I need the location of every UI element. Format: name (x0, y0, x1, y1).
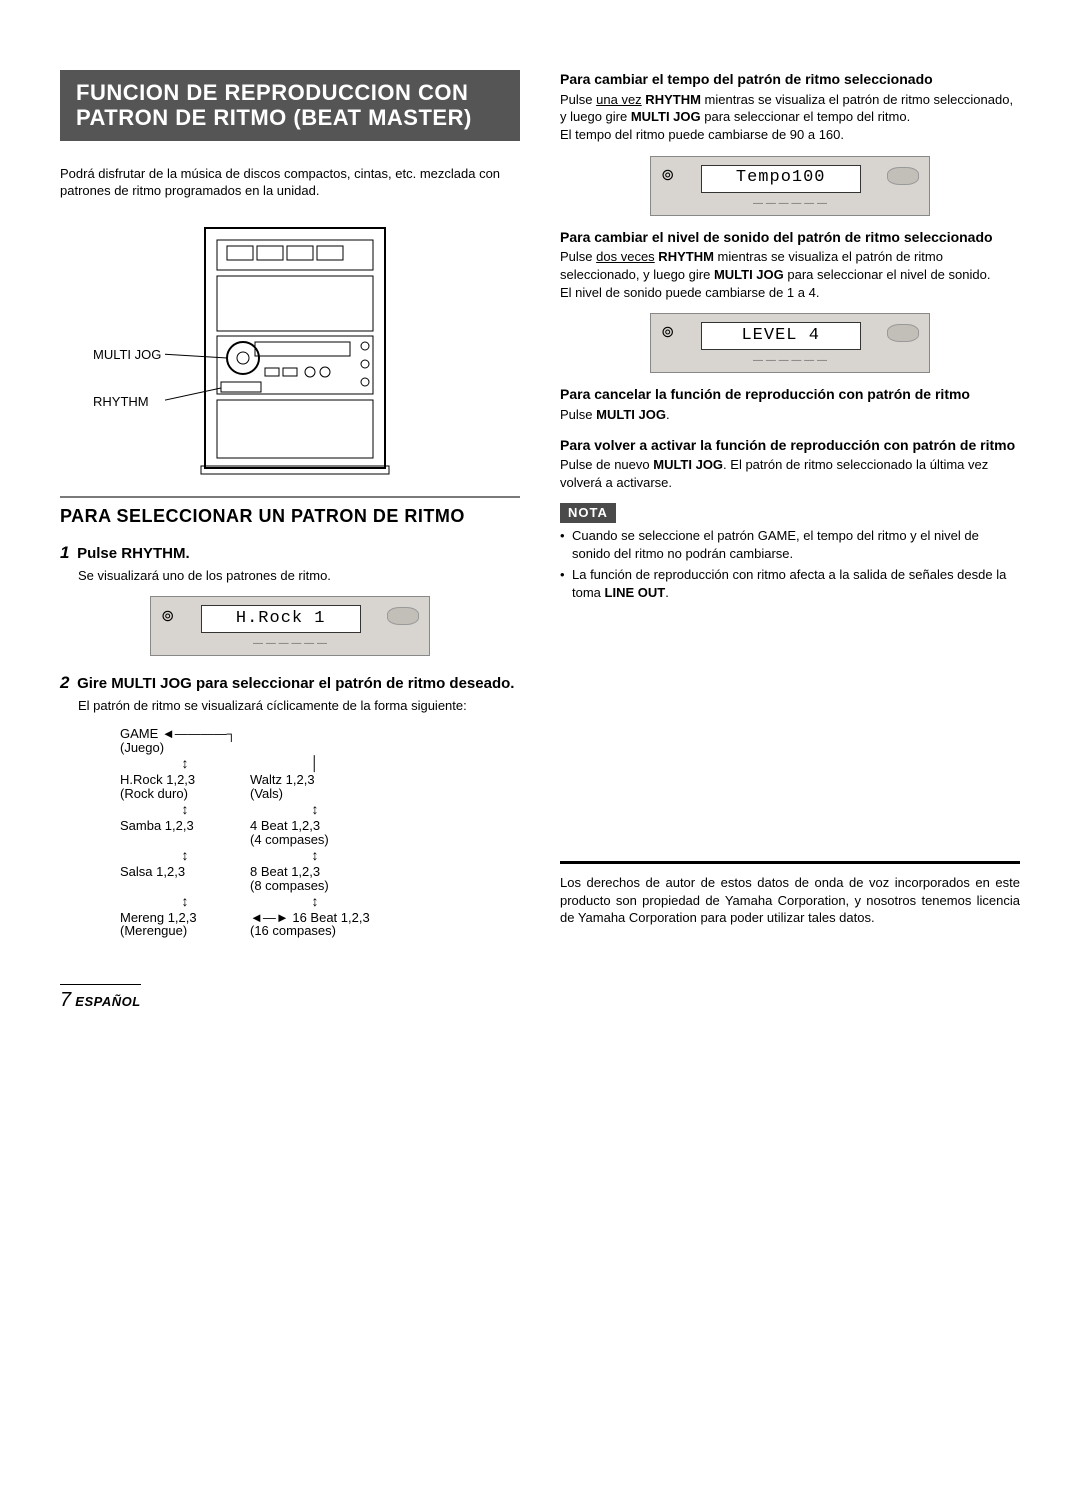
page-columns: FUNCION DE REPRODUCCION CON PATRON DE RI… (60, 70, 1020, 956)
banner-line1: FUNCION DE REPRODUCCION CON (76, 80, 504, 105)
page-number: 7 (60, 989, 71, 1011)
lcd-dashes: — — — — — — (651, 352, 929, 372)
right-column: Para cambiar el tempo del patrón de ritm… (560, 70, 1020, 956)
reactivate-p: Pulse de nuevo MULTI JOG. El patrón de r… (560, 456, 1020, 491)
cycle-diagram: GAME ◄――――┐ (Juego) ↕│ H.Rock 1,2,3 (Roc… (120, 725, 520, 940)
stereo-icon (165, 218, 415, 478)
cancel-title: Para cancelar la función de reproducción… (560, 385, 1020, 404)
lcd-knob-icon (887, 167, 919, 185)
cycle-8beat: 8 Beat 1,2,3 (8 compases) (250, 863, 380, 894)
nota-label: NOTA (560, 503, 616, 523)
cycle-waltz: Waltz 1,2,3 (Vals) (250, 771, 380, 802)
cycle-mereng: Mereng 1,2,3 (Merengue) (120, 909, 250, 940)
cd-icon: ⊚ (161, 606, 174, 628)
step1-num: 1 (60, 543, 69, 562)
level-block: Para cambiar el nivel de sonido del patr… (560, 228, 1020, 374)
step2-header: 2 Gire MULTI JOG para seleccionar el pat… (60, 672, 520, 695)
step-2: 2 Gire MULTI JOG para seleccionar el pat… (60, 672, 520, 940)
cycle-hrock: H.Rock 1,2,3 (Rock duro) (120, 771, 250, 802)
cd-icon: ⊚ (661, 322, 674, 344)
page-language: ESPAÑOL (75, 994, 140, 1009)
nota-item-1: Cuando se seleccione el patrón GAME, el … (560, 527, 1020, 562)
tempo-block: Para cambiar el tempo del patrón de ritm… (560, 70, 1020, 216)
lcd-dashes: — — — — — — (651, 195, 929, 215)
cycle-16beat: ◄―► 16 Beat 1,2,3 (16 compases) (250, 909, 380, 940)
intro-text: Podrá disfrutar de la música de discos c… (60, 165, 520, 200)
label-multi-jog: MULTI JOG (93, 346, 161, 364)
cycle-salsa: Salsa 1,2,3 (120, 863, 250, 894)
step-1: 1 Pulse RHYTHM. Se visualizará uno de lo… (60, 542, 520, 656)
lcd-dashes: — — — — — — (151, 635, 429, 655)
reactivate-block: Para volver a activar la función de repr… (560, 436, 1020, 492)
step1-title: Pulse RHYTHM. (77, 545, 190, 562)
level-p1: Pulse dos veces RHYTHM mientras se visua… (560, 248, 1020, 283)
section-rule (60, 496, 520, 498)
step1-header: 1 Pulse RHYTHM. (60, 542, 520, 565)
level-p2: El nivel de sonido puede cambiarse de 1 … (560, 284, 1020, 302)
cycle-4beat: 4 Beat 1,2,3 (4 compases) (250, 817, 380, 848)
title-banner: FUNCION DE REPRODUCCION CON PATRON DE RI… (60, 70, 520, 141)
nota-block: NOTA Cuando se seleccione el patrón GAME… (560, 503, 1020, 601)
cancel-block: Para cancelar la función de reproducción… (560, 385, 1020, 423)
lcd-hrock: ⊚ H.Rock 1 — — — — — — (150, 596, 430, 656)
lcd-tempo-text: Tempo100 (701, 165, 861, 193)
cancel-p: Pulse MULTI JOG. (560, 406, 1020, 424)
lcd-level: ⊚ LEVEL 4 — — — — — — (650, 313, 930, 373)
nota-item-2: La función de reproducción con ritmo afe… (560, 566, 1020, 601)
step2-body: El patrón de ritmo se visualizará cíclic… (78, 697, 520, 715)
section-heading: PARA SELECCIONAR UN PATRON DE RITMO (60, 504, 520, 528)
reactivate-title: Para volver a activar la función de repr… (560, 436, 1020, 455)
banner-line2: PATRON DE RITMO (BEAT MASTER) (76, 105, 504, 130)
step2-title: Gire MULTI JOG para seleccionar el patró… (77, 675, 514, 692)
lcd-level-text: LEVEL 4 (701, 322, 861, 350)
lcd-tempo: ⊚ Tempo100 — — — — — — (650, 156, 930, 216)
copyright-footer: Los derechos de autor de estos datos de … (560, 874, 1020, 927)
lcd-hrock-text: H.Rock 1 (201, 605, 361, 633)
step1-body: Se visualizará uno de los patrones de ri… (78, 567, 520, 585)
cycle-samba: Samba 1,2,3 (120, 817, 250, 848)
footer-rule (560, 861, 1020, 864)
left-column: FUNCION DE REPRODUCCION CON PATRON DE RI… (60, 70, 520, 956)
stereo-diagram: MULTI JOG RHYTHM (165, 218, 415, 478)
lcd-knob-icon (887, 324, 919, 342)
page-footer: 7 ESPAÑOL (60, 984, 141, 1014)
tempo-p2: El tempo del ritmo puede cambiarse de 90… (560, 126, 1020, 144)
lcd-knob-icon (387, 607, 419, 625)
tempo-title: Para cambiar el tempo del patrón de ritm… (560, 70, 1020, 89)
cycle-game-sub: (Juego) (120, 740, 164, 755)
level-title: Para cambiar el nivel de sonido del patr… (560, 228, 1020, 247)
tempo-p1: Pulse una vez RHYTHM mientras se visuali… (560, 91, 1020, 126)
cycle-game: GAME ◄――――┐ (Juego) (120, 725, 250, 756)
cd-icon: ⊚ (661, 165, 674, 187)
step2-num: 2 (60, 673, 69, 692)
label-rhythm: RHYTHM (93, 393, 149, 411)
nota-list: Cuando se seleccione el patrón GAME, el … (560, 527, 1020, 601)
